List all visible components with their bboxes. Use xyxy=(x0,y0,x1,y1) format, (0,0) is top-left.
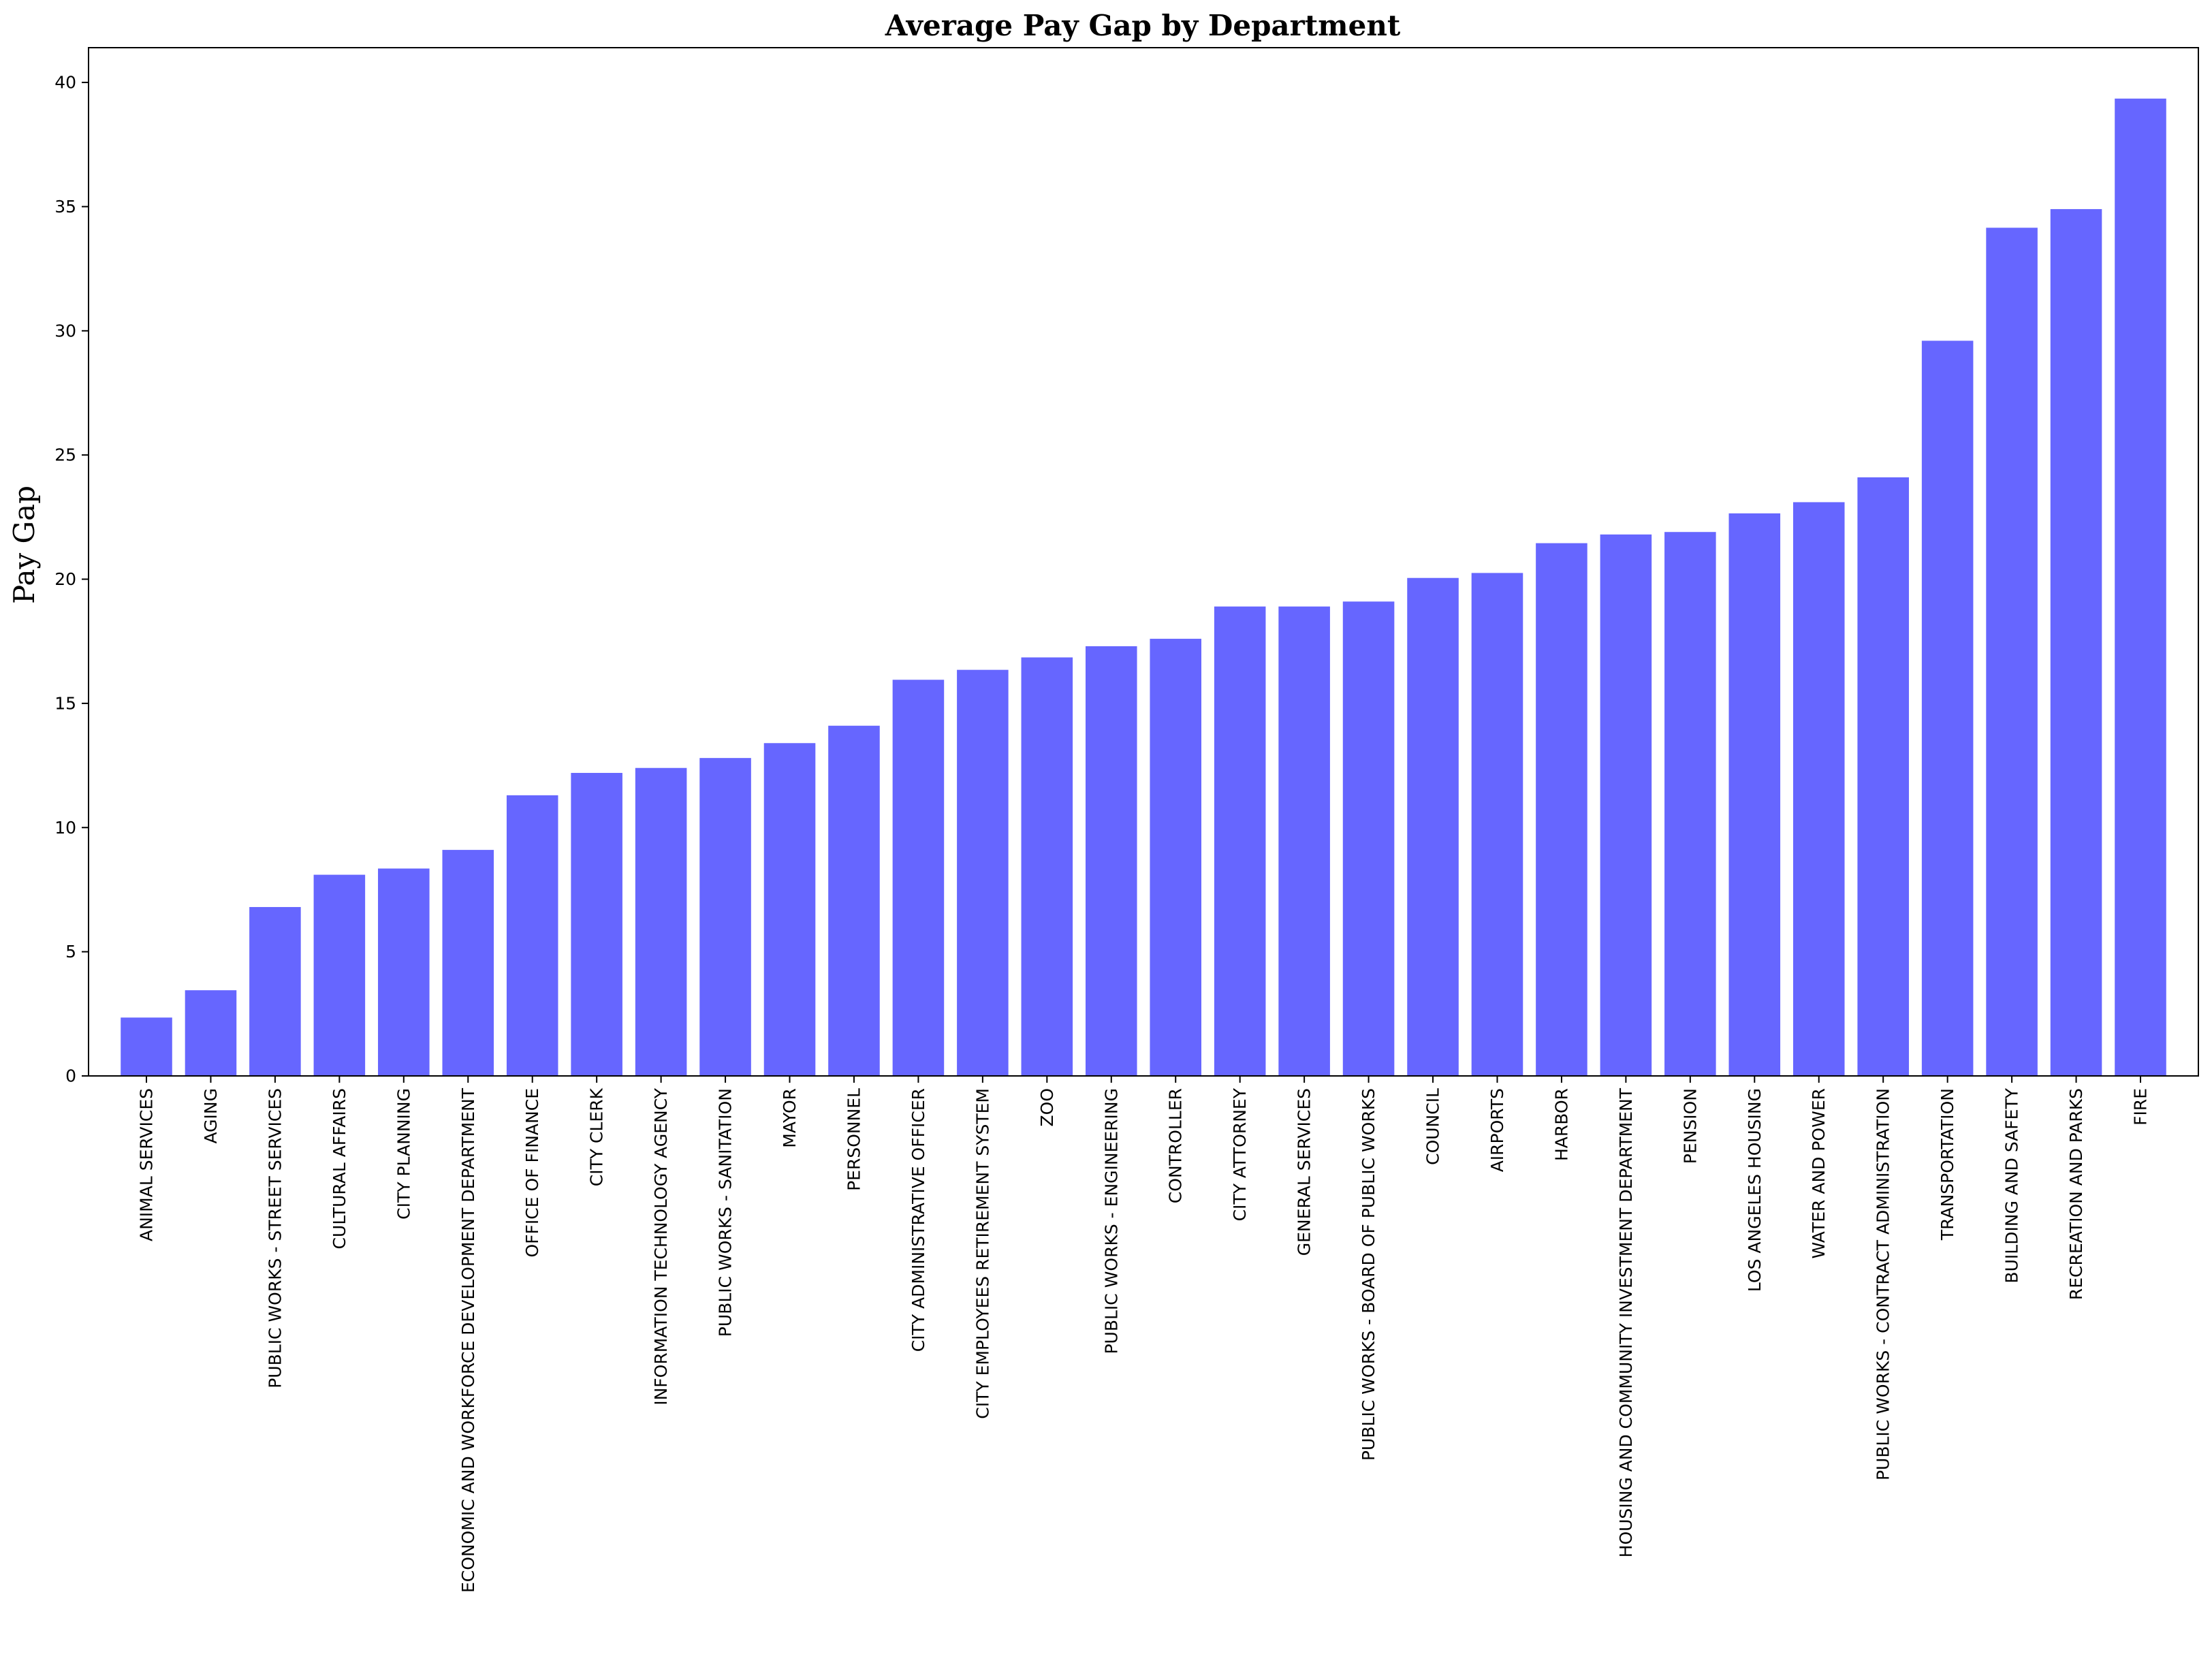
x-tick-label: WATER AND POWER xyxy=(1809,1088,1829,1259)
bar xyxy=(1921,340,1974,1076)
bar xyxy=(2050,209,2102,1077)
bar xyxy=(313,874,366,1076)
x-tick-label: PUBLIC WORKS - SANITATION xyxy=(716,1088,736,1337)
x-tick-label: ECONOMIC AND WORKFORCE DEVELOPMENT DEPAR… xyxy=(458,1087,478,1593)
x-tick-label: HOUSING AND COMMUNITY INVESTMENT DEPARTM… xyxy=(1616,1087,1636,1557)
x-tick-label: CITY CLERK xyxy=(587,1087,607,1186)
bar xyxy=(506,795,558,1076)
bar xyxy=(699,758,751,1076)
x-tick-label: PUBLIC WORKS - BOARD OF PUBLIC WORKS xyxy=(1359,1088,1378,1461)
x-tick-label: PENSION xyxy=(1680,1088,1700,1164)
bar xyxy=(1792,502,1845,1076)
bar xyxy=(635,767,687,1076)
y-tick-label: 5 xyxy=(65,942,76,962)
x-tick-label: OFFICE OF FINANCE xyxy=(522,1088,542,1258)
x-tick-label: CITY ATTORNEY xyxy=(1230,1087,1250,1221)
bar xyxy=(1407,577,1459,1076)
bar xyxy=(1021,657,1073,1076)
y-tick-label: 40 xyxy=(54,73,76,93)
bar xyxy=(1150,639,1202,1076)
bar xyxy=(121,1017,172,1076)
bar xyxy=(1214,606,1266,1076)
bar xyxy=(1342,601,1395,1076)
x-tick-label: PUBLIC WORKS - ENGINEERING xyxy=(1101,1088,1121,1354)
x-tick-label: PUBLIC WORKS - STREET SERVICES xyxy=(265,1088,285,1388)
bar xyxy=(1664,532,1716,1076)
bar xyxy=(1085,646,1137,1076)
bar xyxy=(1536,543,1587,1076)
y-tick-label: 15 xyxy=(54,693,76,713)
x-tick-label: ZOO xyxy=(1037,1088,1057,1126)
bar xyxy=(828,725,880,1076)
bar xyxy=(249,906,301,1076)
bar xyxy=(763,743,816,1076)
y-axis-label: Pay Gap xyxy=(7,486,41,604)
x-tick-label: GENERAL SERVICES xyxy=(1295,1088,1314,1256)
x-tick-label: RECREATION AND PARKS xyxy=(2066,1088,2086,1300)
y-tick-label: 10 xyxy=(54,818,76,838)
x-tick-label: CITY ADMINISTRATIVE OFFICER xyxy=(908,1088,928,1352)
x-tick-label: BUILDING AND SAFETY xyxy=(2002,1087,2022,1283)
x-tick-label: CITY EMPLOYEES RETIREMENT SYSTEM xyxy=(973,1088,992,1419)
bar xyxy=(442,850,494,1076)
x-tick-label: PUBLIC WORKS - CONTRACT ADMINISTRATION xyxy=(1874,1088,1893,1480)
x-tick-label: INFORMATION TECHNOLOGY AGENCY xyxy=(651,1087,671,1406)
bar xyxy=(892,680,945,1076)
x-tick-label: AIRPORTS xyxy=(1487,1088,1507,1172)
bar xyxy=(1857,477,1909,1076)
y-tick-label: 20 xyxy=(54,569,76,589)
bar xyxy=(957,669,1009,1076)
bar xyxy=(378,868,430,1076)
y-tick-label: 0 xyxy=(65,1066,76,1086)
plot-frame xyxy=(88,47,2199,1077)
x-tick-label: CITY PLANNING xyxy=(394,1088,413,1220)
x-tick-label: COUNCIL xyxy=(1423,1088,1443,1165)
bar xyxy=(1728,513,1781,1076)
y-tick-label: 25 xyxy=(54,445,76,465)
bar xyxy=(2115,98,2166,1076)
x-tick-label: CULTURAL AFFAIRS xyxy=(330,1088,349,1249)
bar xyxy=(1986,227,2038,1077)
bar xyxy=(1600,534,1652,1076)
x-axis: ANIMAL SERVICES AGING PUBLIC WORKS - STREE… xyxy=(137,1076,2150,1593)
x-tick-label: ANIMAL SERVICES xyxy=(137,1088,157,1241)
bar xyxy=(571,773,622,1076)
bar xyxy=(1471,573,1523,1076)
bar-series xyxy=(121,98,2166,1077)
chart-title: Average Pay Gap by Department xyxy=(885,9,1401,42)
bar xyxy=(1278,606,1330,1076)
x-tick-label: TRANSPORTATION xyxy=(1938,1088,1957,1241)
x-tick-label: PERSONNEL xyxy=(844,1088,864,1191)
y-tick-label: 35 xyxy=(54,197,76,217)
x-tick-label: AGING xyxy=(201,1088,221,1143)
x-tick-label: MAYOR xyxy=(780,1088,800,1148)
y-axis: 0 5 10 15 20 25 30 35 40 xyxy=(54,73,89,1086)
y-tick-label: 30 xyxy=(54,321,76,340)
x-tick-label: LOS ANGELES HOUSING xyxy=(1745,1088,1765,1292)
bar xyxy=(185,990,237,1076)
x-tick-label: CONTROLLER xyxy=(1166,1088,1186,1203)
x-tick-label: HARBOR xyxy=(1551,1088,1571,1161)
x-tick-label: FIRE xyxy=(2130,1088,2150,1126)
